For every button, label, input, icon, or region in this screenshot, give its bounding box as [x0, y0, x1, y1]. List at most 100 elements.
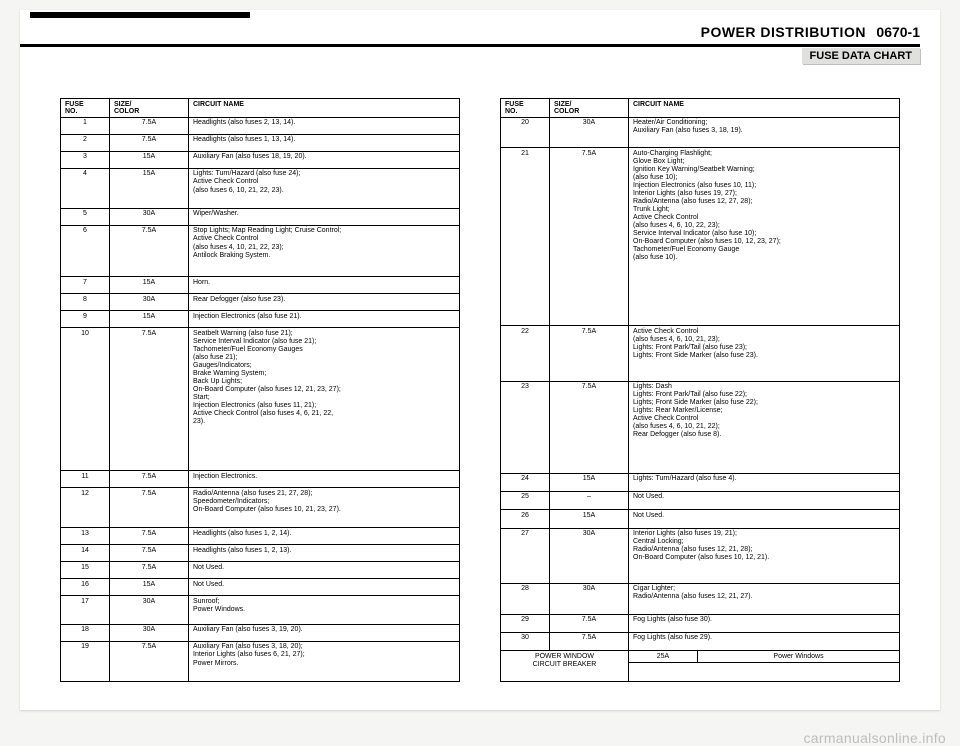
- cell-circuit: Stop Lights; Map Reading Light; Cruise C…: [189, 225, 460, 276]
- cell-fuse-no: 13: [61, 528, 110, 545]
- cell-fuse-no: 22: [501, 326, 550, 381]
- cell-circuit: Headlights (also fuses 2, 13, 14).: [189, 117, 460, 134]
- breaker-row: POWER WINDOW CIRCUIT BREAKER25APower Win…: [501, 651, 900, 682]
- breaker-size: 25A: [629, 651, 698, 663]
- cell-fuse-no: 1: [61, 117, 110, 134]
- table-row: 25–Not Used.: [501, 491, 900, 509]
- cell-size: 15A: [550, 473, 629, 491]
- cell-circuit: Fog Lights (also fuse 30).: [629, 614, 900, 632]
- cell-circuit: Lights: Dash Lights: Front Park/Tail (al…: [629, 381, 900, 473]
- cell-circuit: Seatbelt Warning (also fuse 21); Service…: [189, 328, 460, 471]
- cell-fuse-no: 30: [501, 632, 550, 650]
- cell-size: 30A: [550, 117, 629, 148]
- cell-fuse-no: 3: [61, 151, 110, 168]
- cell-circuit: Headlights (also fuses 1, 13, 14).: [189, 134, 460, 151]
- cell-fuse-no: 4: [61, 168, 110, 208]
- cell-size: 30A: [110, 596, 189, 624]
- cell-circuit: Fog Lights (also fuse 29).: [629, 632, 900, 650]
- col-header-circuit: CIRCUIT NAME: [189, 99, 460, 118]
- cell-size: 7.5A: [110, 641, 189, 681]
- cell-circuit: Injection Electronics.: [189, 471, 460, 488]
- cell-circuit: Interior Lights (also fuses 19, 21); Cen…: [629, 528, 900, 583]
- page-title: POWER DISTRIBUTION: [701, 24, 872, 40]
- breaker-label: POWER WINDOW CIRCUIT BREAKER: [501, 651, 629, 682]
- col-header-fuse-no: FUSENO.: [501, 99, 550, 118]
- table-row: 227.5AActive Check Control (also fuses 4…: [501, 326, 900, 381]
- cell-size: 15A: [110, 168, 189, 208]
- cell-size: 7.5A: [550, 148, 629, 326]
- cell-size: 7.5A: [110, 117, 189, 134]
- cell-fuse-no: 20: [501, 117, 550, 148]
- table-row: 530AWiper/Washer.: [61, 208, 460, 225]
- col-header-size: SIZE/COLOR: [110, 99, 189, 118]
- cell-fuse-no: 11: [61, 471, 110, 488]
- cell-circuit: Headlights (also fuses 1, 2, 13).: [189, 545, 460, 562]
- cell-circuit: Heater/Air Conditioning; Auxiliary Fan (…: [629, 117, 900, 148]
- cell-size: 15A: [110, 311, 189, 328]
- cell-circuit: Wiper/Washer.: [189, 208, 460, 225]
- table-row: 915AInjection Electronics (also fuse 21)…: [61, 311, 460, 328]
- cell-size: 7.5A: [110, 488, 189, 528]
- cell-circuit: Lights: Turn/Hazard (also fuse 4).: [629, 473, 900, 491]
- table-row: 157.5ANot Used.: [61, 562, 460, 579]
- fuse-table-right: FUSENO. SIZE/COLOR CIRCUIT NAME 2030AHea…: [500, 98, 900, 682]
- table-row: 715AHorn.: [61, 277, 460, 294]
- table-row: 297.5AFog Lights (also fuse 30).: [501, 614, 900, 632]
- fuse-table-left: FUSENO. SIZE/COLOR CIRCUIT NAME 17.5AHea…: [60, 98, 460, 682]
- page-subtitle: FUSE DATA CHART: [802, 48, 920, 64]
- cell-circuit: Auto-Charging Flashlight; Glove Box Ligh…: [629, 148, 900, 326]
- cell-fuse-no: 6: [61, 225, 110, 276]
- table-row: 2415ALights: Turn/Hazard (also fuse 4).: [501, 473, 900, 491]
- table-row: 315AAuxiliary Fan (also fuses 18, 19, 20…: [61, 151, 460, 168]
- cell-circuit: Cigar Lighter; Radio/Antenna (also fuses…: [629, 583, 900, 614]
- breaker-cell: 25APower Windows: [629, 651, 900, 682]
- cell-size: 15A: [110, 151, 189, 168]
- col-header-fuse-no: FUSENO.: [61, 99, 110, 118]
- cell-fuse-no: 29: [501, 614, 550, 632]
- table-row: 2030AHeater/Air Conditioning; Auxiliary …: [501, 117, 900, 148]
- header-row: POWER DISTRIBUTION 0670-1: [20, 24, 920, 47]
- table-row: 237.5ALights: Dash Lights: Front Park/Ta…: [501, 381, 900, 473]
- cell-size: 7.5A: [550, 326, 629, 381]
- cell-fuse-no: 8: [61, 294, 110, 311]
- cell-fuse-no: 17: [61, 596, 110, 624]
- table-row: 1730ASunroof; Power Windows.: [61, 596, 460, 624]
- cell-fuse-no: 15: [61, 562, 110, 579]
- cell-circuit: Injection Electronics (also fuse 21).: [189, 311, 460, 328]
- cell-fuse-no: 18: [61, 624, 110, 641]
- cell-circuit: Active Check Control (also fuses 4, 6, 1…: [629, 326, 900, 381]
- cell-circuit: Not Used.: [189, 579, 460, 596]
- cell-size: 15A: [110, 579, 189, 596]
- cell-size: 7.5A: [550, 614, 629, 632]
- cell-size: 7.5A: [110, 528, 189, 545]
- cell-fuse-no: 19: [61, 641, 110, 681]
- watermark: carmanualsonline.info: [804, 730, 947, 746]
- cell-fuse-no: 10: [61, 328, 110, 471]
- cell-size: 7.5A: [110, 471, 189, 488]
- table-row: 197.5AAuxiliary Fan (also fuses 3, 18, 2…: [61, 641, 460, 681]
- table-row: 830ARear Defogger (also fuse 23).: [61, 294, 460, 311]
- table-row: 2830ACigar Lighter; Radio/Antenna (also …: [501, 583, 900, 614]
- table-row: 17.5AHeadlights (also fuses 2, 13, 14).: [61, 117, 460, 134]
- table-row: 67.5AStop Lights; Map Reading Light; Cru…: [61, 225, 460, 276]
- cell-fuse-no: 26: [501, 510, 550, 528]
- cell-fuse-no: 7: [61, 277, 110, 294]
- cell-size: 7.5A: [110, 328, 189, 471]
- cell-size: 15A: [550, 510, 629, 528]
- table-row: 415ALights: Turn/Hazard (also fuse 24); …: [61, 168, 460, 208]
- cell-fuse-no: 24: [501, 473, 550, 491]
- cell-fuse-no: 25: [501, 491, 550, 509]
- cell-size: 15A: [110, 277, 189, 294]
- cell-size: 7.5A: [550, 381, 629, 473]
- cell-circuit: Lights: Turn/Hazard (also fuse 24); Acti…: [189, 168, 460, 208]
- cell-size: 30A: [550, 528, 629, 583]
- cell-fuse-no: 14: [61, 545, 110, 562]
- cell-circuit: Rear Defogger (also fuse 23).: [189, 294, 460, 311]
- cell-size: 7.5A: [110, 225, 189, 276]
- cell-size: 7.5A: [110, 562, 189, 579]
- cell-size: –: [550, 491, 629, 509]
- cell-fuse-no: 21: [501, 148, 550, 326]
- cell-circuit: Not Used.: [629, 510, 900, 528]
- cell-fuse-no: 27: [501, 528, 550, 583]
- col-header-size: SIZE/COLOR: [550, 99, 629, 118]
